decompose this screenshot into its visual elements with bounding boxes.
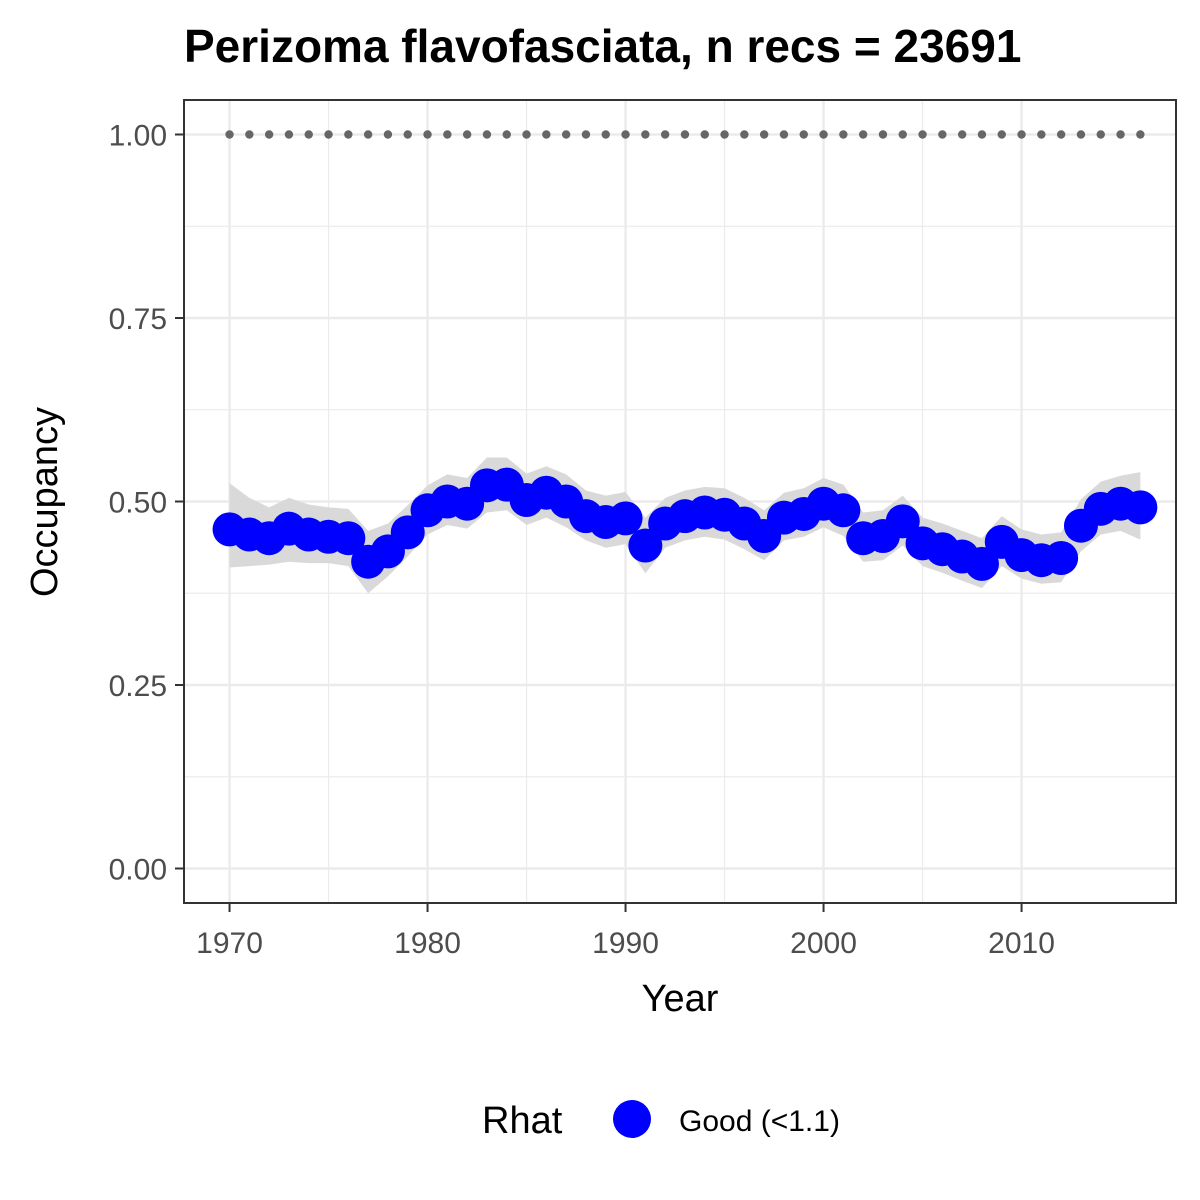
reference-dot <box>304 130 313 139</box>
legend-label-good: Good (<1.1) <box>679 1105 840 1138</box>
reference-dot <box>1096 130 1105 139</box>
x-tick-label: 1980 <box>394 927 461 960</box>
data-point <box>608 501 643 536</box>
data-points <box>212 467 1158 581</box>
reference-dot <box>918 130 927 139</box>
reference-dot <box>482 130 492 139</box>
reference-dot <box>779 130 789 139</box>
reference-dot <box>561 130 571 139</box>
reference-dot <box>878 130 888 139</box>
reference-dot <box>898 130 907 139</box>
reference-dot <box>462 130 472 139</box>
legend-key-good <box>613 1100 651 1138</box>
data-point <box>1123 490 1158 525</box>
reference-dot <box>938 130 947 139</box>
reference-dot <box>641 130 650 139</box>
reference-dot <box>522 130 531 139</box>
y-axis-title: Occupancy <box>24 407 66 597</box>
reference-dot <box>621 130 630 139</box>
data-point <box>331 521 366 556</box>
y-tick-label: 1.00 <box>109 119 167 152</box>
reference-dot <box>324 130 333 139</box>
reference-dot <box>264 130 274 139</box>
y-tick-label: 0.00 <box>109 854 167 887</box>
data-point <box>826 493 861 528</box>
reference-dot <box>581 130 591 139</box>
reference-dot <box>839 130 848 139</box>
reference-dot <box>363 130 373 139</box>
reference-dot <box>383 130 393 139</box>
reference-dot <box>284 130 294 139</box>
chart-title: Perizoma flavofasciata, n recs = 23691 <box>184 20 1021 72</box>
reference-dot <box>1056 130 1066 139</box>
data-point <box>885 504 920 539</box>
x-tick-label: 2000 <box>790 927 857 960</box>
reference-dot <box>601 130 610 139</box>
reference-dot <box>502 130 511 139</box>
reference-dot <box>858 130 868 139</box>
reference-dot <box>344 130 353 139</box>
reference-dot <box>759 130 769 139</box>
reference-dot <box>680 130 690 139</box>
data-point <box>390 515 425 550</box>
reference-dot <box>997 130 1006 139</box>
legend-title: Rhat <box>482 1100 563 1142</box>
reference-dot <box>225 130 234 139</box>
reference-dot <box>1037 130 1046 139</box>
data-point <box>628 528 663 563</box>
reference-dot <box>443 130 452 139</box>
reference-dot <box>819 130 828 139</box>
reference-dot <box>957 130 967 139</box>
y-tick-label: 0.75 <box>109 303 167 336</box>
reference-dot <box>740 130 749 139</box>
x-axis-title: Year <box>642 978 719 1020</box>
reference-dot <box>720 130 729 139</box>
reference-dot <box>423 130 432 139</box>
reference-dot <box>660 130 670 139</box>
reference-dot <box>1076 130 1086 139</box>
legend: Rhat Good (<1.1) <box>482 1100 840 1142</box>
reference-dot <box>700 130 709 139</box>
data-point <box>1044 541 1079 576</box>
reference-dot <box>799 130 808 139</box>
reference-dot <box>403 130 412 139</box>
x-tick-label: 1990 <box>592 927 659 960</box>
grid <box>184 100 1176 903</box>
reference-dot <box>542 130 551 139</box>
reference-dot <box>977 130 987 139</box>
reference-dot <box>1116 130 1125 139</box>
x-tick-label: 1970 <box>196 927 263 960</box>
reference-dot <box>245 130 254 139</box>
reference-dot <box>1136 130 1145 139</box>
y-tick-label: 0.25 <box>109 670 167 703</box>
data-point <box>964 546 999 581</box>
y-tick-label: 0.50 <box>109 487 167 520</box>
reference-dots <box>225 130 1145 139</box>
x-tick-label: 2010 <box>988 927 1055 960</box>
reference-dot <box>1017 130 1026 139</box>
axes: 1970 1980 1990 2000 2010 0.00 0.25 0.50 0.75 1.00 <box>109 119 1055 960</box>
